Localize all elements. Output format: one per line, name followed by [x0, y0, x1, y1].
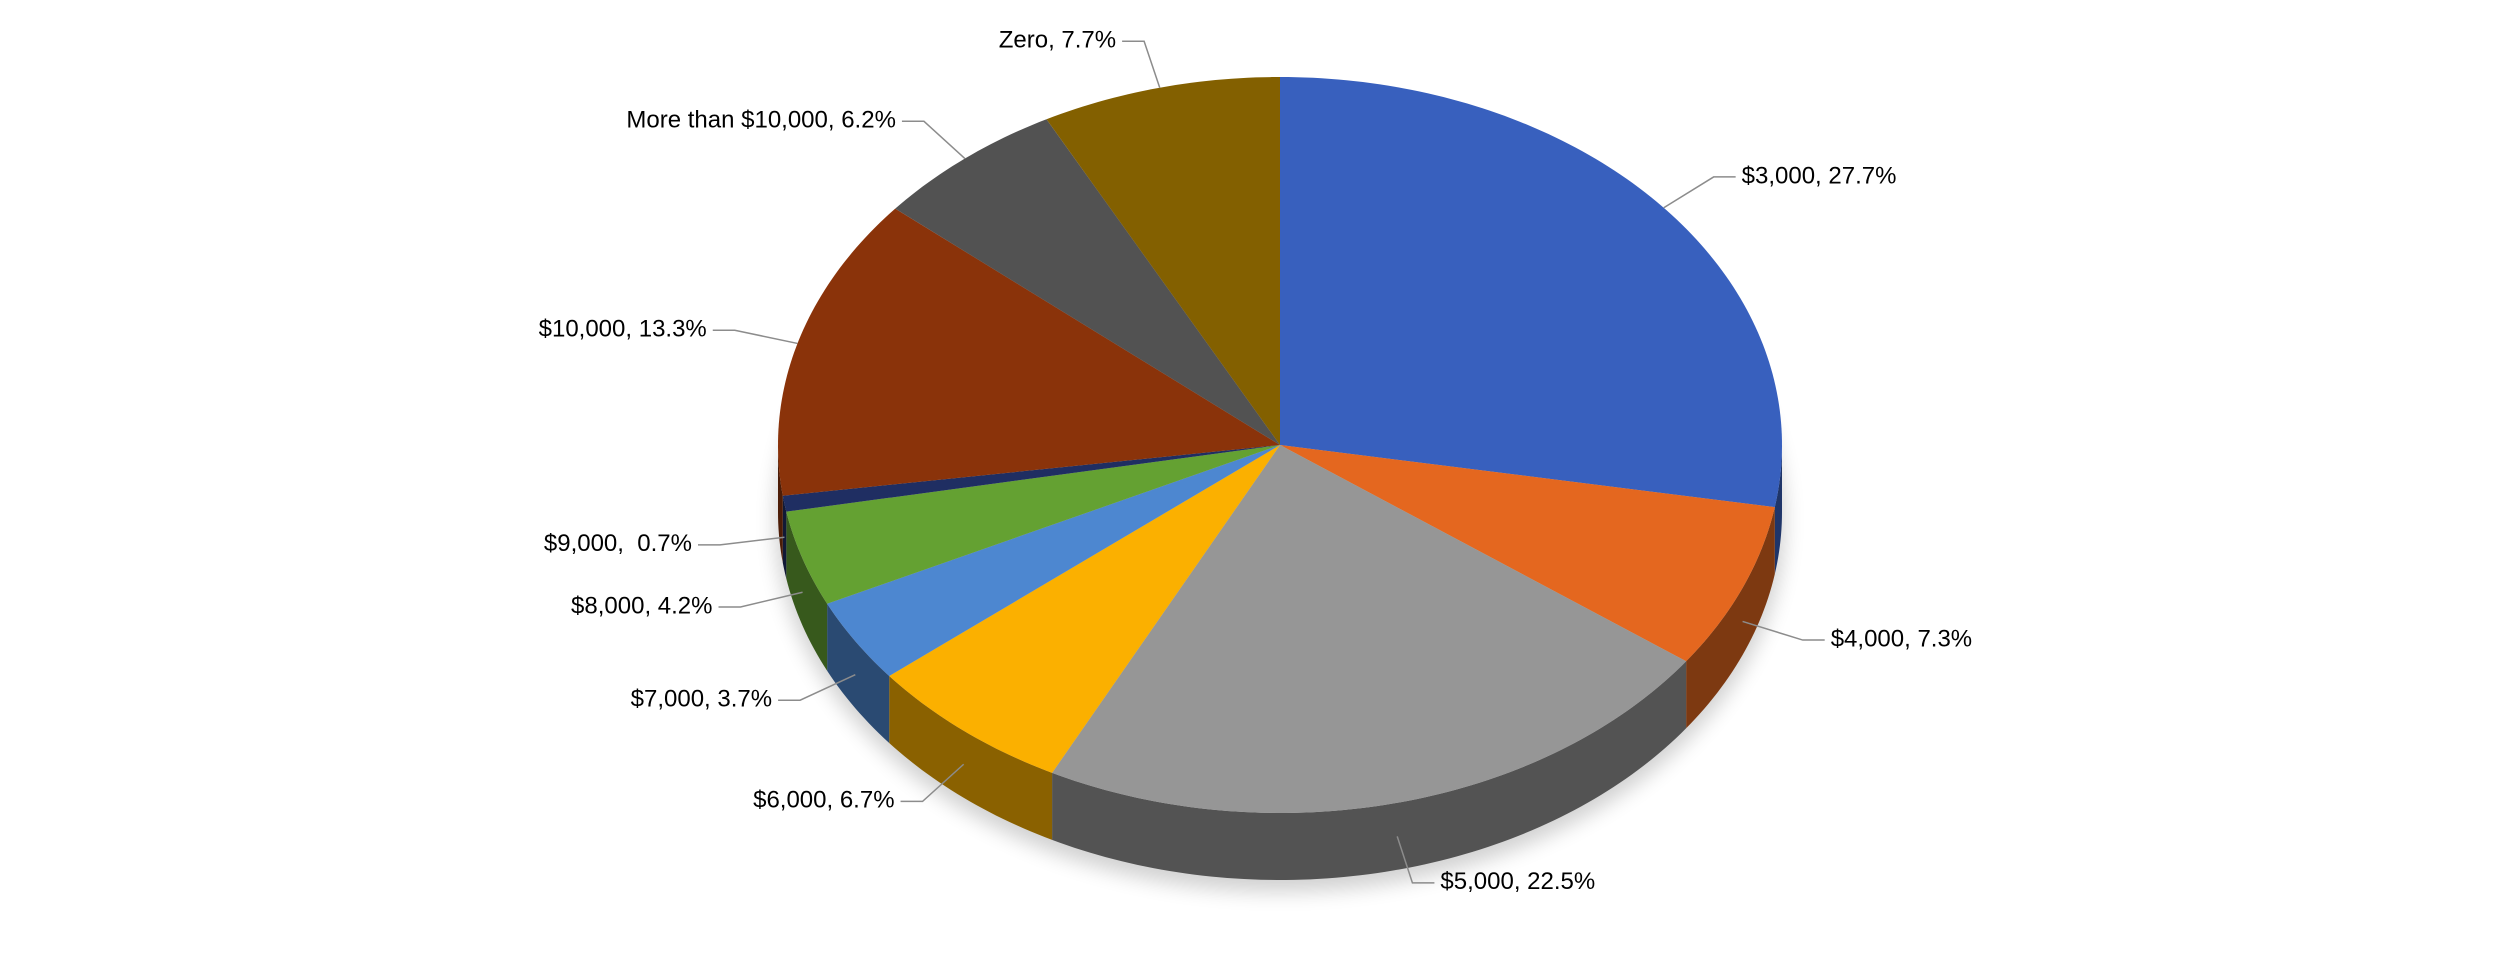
leader-line [1396, 836, 1435, 884]
data-label: $7,000, 3.7% [631, 686, 772, 713]
slice [1280, 445, 1775, 662]
slice-side [786, 511, 828, 671]
slice [1052, 445, 1687, 813]
leader-line [712, 329, 798, 345]
leader-line [1122, 40, 1161, 88]
leader-line [1663, 176, 1736, 209]
slice-side [1686, 507, 1775, 729]
slice-side [778, 445, 783, 563]
leader-line [1742, 620, 1825, 641]
data-label: More than $10,000, 6.2% [626, 107, 896, 134]
slice [1046, 77, 1280, 445]
slice-side [1774, 445, 1782, 575]
slice [1280, 77, 1782, 508]
data-label: $3,000, 27.7% [1742, 162, 1897, 189]
slice-side [889, 675, 1053, 840]
slice-side [1052, 661, 1687, 880]
slice [782, 445, 1280, 512]
data-label: $10,000, 13.3% [539, 316, 707, 343]
leader-line [778, 674, 856, 701]
slice-side [827, 603, 890, 743]
slice [778, 208, 1280, 496]
slice [895, 119, 1280, 446]
data-label: $6,000, 6.7% [753, 787, 894, 814]
data-label: $9,000, 0.7% [544, 530, 692, 557]
leader-line [698, 536, 785, 546]
data-label: Zero, 7.7% [999, 27, 1116, 54]
slice-side [782, 495, 787, 579]
data-label: $5,000, 22.5% [1440, 868, 1595, 895]
leader-line [901, 120, 966, 160]
leader-line [718, 591, 803, 608]
data-label: $8,000, 4.2% [571, 592, 712, 619]
leader-line [900, 763, 965, 803]
slice [786, 445, 1280, 604]
slice [827, 445, 1280, 676]
data-label: $4,000, 7.3% [1831, 625, 1972, 652]
slice [889, 445, 1280, 773]
